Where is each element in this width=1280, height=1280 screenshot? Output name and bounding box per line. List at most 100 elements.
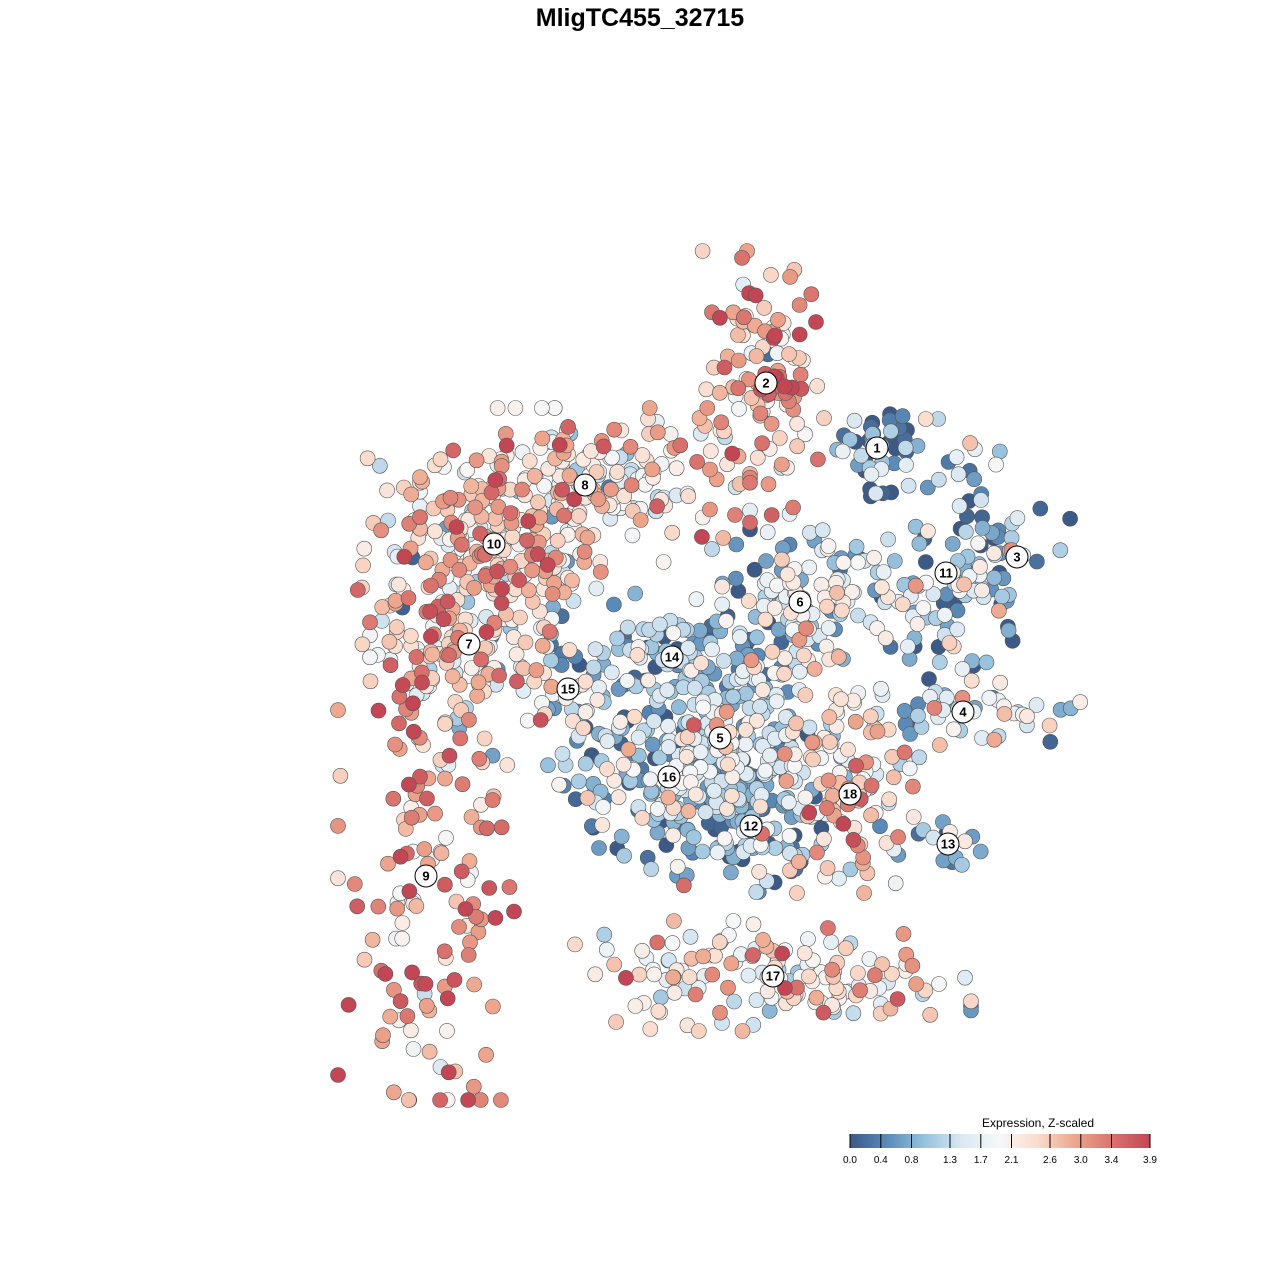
legend-ticks: 0.0 0.4 0.8 1.3 1.7 2.1 2.6 3.0 3.4 3.9 xyxy=(843,1134,1157,1166)
data-point xyxy=(356,540,373,557)
data-point xyxy=(776,378,793,395)
cluster-label-text: 18 xyxy=(843,787,857,802)
data-point xyxy=(748,348,765,364)
data-point xyxy=(664,524,681,541)
data-point xyxy=(688,591,705,608)
data-point xyxy=(441,647,457,664)
data-point xyxy=(422,603,438,620)
data-point xyxy=(370,898,387,915)
data-point xyxy=(460,1092,476,1108)
data-point xyxy=(718,613,735,629)
data-point xyxy=(749,712,765,729)
data-point xyxy=(734,1023,751,1039)
data-point xyxy=(521,453,538,469)
data-point xyxy=(704,966,721,983)
data-point xyxy=(528,662,545,678)
data-point xyxy=(756,300,773,316)
data-point xyxy=(917,411,934,427)
data-point xyxy=(620,741,637,758)
data-point xyxy=(473,651,489,668)
data-point xyxy=(988,456,1004,473)
data-point xyxy=(920,523,936,540)
data-point xyxy=(463,809,480,825)
data-point xyxy=(905,778,921,795)
cluster-label-7: 7 xyxy=(457,632,481,656)
data-point xyxy=(587,966,604,983)
data-point xyxy=(805,751,821,768)
data-point xyxy=(412,469,428,486)
data-point xyxy=(697,804,714,821)
data-point xyxy=(1029,553,1045,570)
data-point xyxy=(728,570,744,587)
legend-tick-label: 0.8 xyxy=(905,1155,919,1166)
data-point xyxy=(730,380,747,397)
data-point xyxy=(981,690,998,706)
data-point xyxy=(534,430,551,447)
data-point xyxy=(945,721,962,738)
data-point xyxy=(539,557,556,573)
data-point xyxy=(742,474,758,491)
data-point xyxy=(867,485,884,502)
data-point xyxy=(829,584,845,601)
data-point xyxy=(666,913,682,929)
data-point xyxy=(494,581,510,597)
data-point xyxy=(771,430,788,446)
data-point xyxy=(764,643,781,660)
data-point xyxy=(776,746,793,762)
data-point xyxy=(863,777,880,794)
data-point xyxy=(627,998,644,1014)
data-point xyxy=(944,536,961,552)
data-point xyxy=(963,672,980,689)
data-point xyxy=(644,736,661,753)
cluster-label-circle xyxy=(482,532,506,556)
data-point xyxy=(736,309,752,326)
data-point xyxy=(766,600,783,616)
data-point xyxy=(514,481,530,498)
data-point xyxy=(724,445,741,462)
data-point xyxy=(387,592,404,609)
data-point xyxy=(681,969,698,985)
data-point xyxy=(634,810,651,826)
data-point xyxy=(850,554,866,571)
data-point xyxy=(437,876,453,893)
data-point xyxy=(866,549,882,566)
data-point xyxy=(330,818,346,834)
data-point xyxy=(589,692,606,708)
data-point xyxy=(763,415,780,432)
data-point xyxy=(796,945,813,961)
data-point xyxy=(704,641,720,658)
data-point xyxy=(664,935,681,951)
data-point xyxy=(992,674,1009,691)
data-point xyxy=(400,1092,417,1108)
data-point xyxy=(442,552,459,568)
data-point xyxy=(624,527,641,544)
data-point xyxy=(423,628,439,645)
data-point xyxy=(752,698,768,715)
data-point xyxy=(372,457,388,474)
data-point xyxy=(972,843,989,860)
data-point xyxy=(745,916,762,933)
data-point xyxy=(949,621,966,638)
data-point xyxy=(723,955,740,972)
data-point xyxy=(725,913,742,929)
data-point xyxy=(886,553,903,569)
data-point xyxy=(889,991,906,1007)
data-point xyxy=(392,993,409,1010)
data-point xyxy=(991,443,1008,460)
data-point xyxy=(986,545,1002,562)
data-point xyxy=(728,536,745,553)
data-point xyxy=(774,945,790,962)
data-point xyxy=(438,830,454,846)
data-point xyxy=(695,948,712,965)
data-point xyxy=(594,817,611,833)
chart-title: MligTC455_32715 xyxy=(536,4,745,32)
data-point xyxy=(554,746,571,762)
data-point xyxy=(529,546,546,562)
data-point xyxy=(727,507,743,523)
data-point xyxy=(453,863,470,880)
data-point xyxy=(394,677,411,693)
data-point xyxy=(491,667,507,684)
data-point xyxy=(767,327,783,344)
data-point xyxy=(752,798,769,815)
data-point xyxy=(498,437,515,454)
